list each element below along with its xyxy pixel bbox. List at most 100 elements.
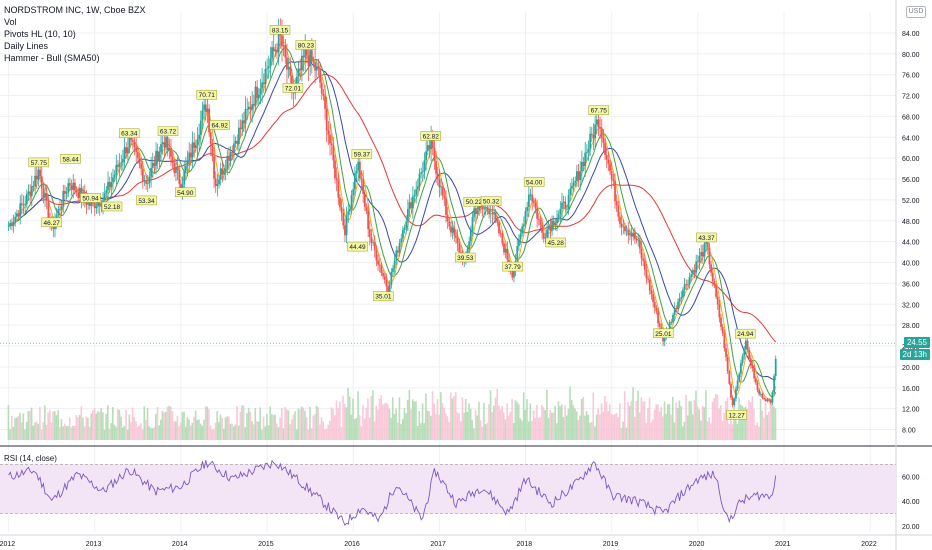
candle-body [726,357,729,372]
volume-bar [441,402,444,440]
candle-body [625,230,628,232]
price-tick-label: 20.00 [902,365,920,372]
pivot-label: 70.71 [199,92,216,99]
volume-bar [736,423,739,440]
candle-body [436,173,439,179]
candle-body [561,202,563,209]
candle-body [748,349,751,359]
volume-bar [257,421,260,440]
candle-body [468,241,471,249]
price-tick-label: 60.00 [902,156,920,163]
volume-bar [630,400,633,440]
pivot-label: 58.44 [63,156,80,163]
volume-bar [547,417,550,440]
candle-body [559,208,562,215]
price-tick-label: 12.00 [902,407,920,414]
candle-body [721,326,724,334]
volume-bar [415,401,417,440]
candle-body [377,260,379,265]
candle-body [705,242,708,244]
volume-bar [466,412,469,440]
volume-bar [655,404,658,440]
volume-bar [670,414,672,440]
volume-bar [761,410,764,440]
candle-body [668,321,671,331]
candle-body [193,142,196,148]
volume-bar [478,401,480,440]
volume-bar [181,412,184,440]
candle-body [259,88,262,95]
candle-body [47,200,50,220]
candle-body [774,358,777,377]
indicator-vol[interactable]: Vol [4,17,17,27]
volume-bar [227,416,230,440]
candle-body [615,201,618,206]
candle-body [388,284,391,292]
volume-bar [269,406,271,440]
candle-body [476,210,479,215]
rsi-legend[interactable]: RSI (14, close) [4,454,57,463]
volume-bar [234,424,237,440]
candle-body [766,399,769,401]
rsi-tick-label: 40.00 [902,499,920,506]
price-tick-label: 36.00 [902,281,920,288]
candle-body [19,203,22,217]
volume-bar [474,409,477,440]
candle-body [725,348,727,358]
candle-body [425,151,428,161]
candle-body [156,150,159,162]
volume-bar [350,414,353,440]
price-tick-label: 8.00 [902,428,916,435]
candle-body [274,49,277,52]
candle-body [529,194,532,196]
candle-body [355,170,358,174]
volume-bar [387,404,389,440]
price-tick-label: 64.00 [902,135,920,142]
price-tick-label: 44.00 [902,240,920,247]
candle-body [373,242,376,251]
candle-body [305,47,308,56]
indicator-hammer[interactable]: Hammer - Bull (SMA50) [4,53,100,63]
volume-bar [499,409,502,440]
volume-bar [116,408,119,440]
volume-bar [58,427,61,440]
volume-bar [165,411,167,440]
candle-body [194,144,197,148]
indicator-daily-lines[interactable]: Daily Lines [4,41,49,51]
volume-bar [445,413,447,440]
volume-bar [449,392,452,440]
candle-body [350,195,353,209]
candle-body [670,321,673,323]
volume-bar [239,411,242,440]
volume-bar [418,411,421,440]
candle-body [135,146,138,152]
indicator-pivots[interactable]: Pivots HL (10, 10) [4,29,76,39]
volume-bar [146,408,149,440]
volume-bar [40,429,43,440]
candle-body [542,232,545,239]
volume-bar [111,407,114,440]
volume-bar [126,429,129,440]
candle-body [191,142,194,158]
candle-body [730,383,732,398]
volume-bar [330,407,333,440]
volume-bar [579,415,581,440]
volume-bar [557,401,560,440]
candle-body [307,55,310,66]
volume-bar [63,423,66,440]
volume-bar [585,411,588,440]
candle-body [527,194,530,208]
candle-body [557,214,560,219]
candle-body [408,202,411,209]
candle-body [753,368,756,379]
pivot-label-box [420,131,442,141]
price-tick-label: 56.00 [902,177,920,184]
candle-body [206,108,209,112]
candle-body [695,261,698,273]
candle-body [516,246,519,262]
volume-bar [280,408,283,440]
candle-body [62,190,65,207]
currency-badge[interactable]: USD [906,6,926,18]
volume-bar [145,419,147,440]
